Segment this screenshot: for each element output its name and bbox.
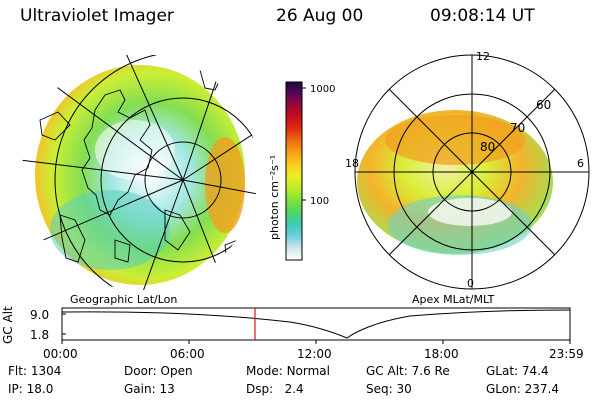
status-glat: GLat: 74.4 bbox=[486, 364, 549, 378]
time-tick-0600: 06:00 bbox=[170, 347, 205, 361]
time-tick-0000: 00:00 bbox=[43, 347, 78, 361]
left-bright-arc bbox=[205, 137, 245, 233]
status-glon: GLon: 237.4 bbox=[486, 382, 559, 396]
right-panel-label: Apex MLat/MLT bbox=[412, 293, 495, 306]
date-label: 26 Aug 00 bbox=[276, 6, 364, 26]
right-grid bbox=[354, 54, 590, 290]
time-tick-2359: 23:59 bbox=[549, 347, 584, 361]
status-dsp: Dsp: 2.4 bbox=[246, 382, 304, 396]
right-dayside-band bbox=[385, 115, 525, 165]
mlat-label-70: 70 bbox=[510, 121, 525, 135]
left-panel-label: Geographic Lat/Lon bbox=[70, 293, 177, 306]
mlt-label-0: 0 bbox=[467, 277, 474, 290]
right-image bbox=[357, 110, 553, 255]
status-flt: Flt: 1304 bbox=[8, 364, 62, 378]
status-seq: Seq: 30 bbox=[366, 382, 412, 396]
status-gain: Gain: 13 bbox=[124, 382, 175, 396]
colorbar-label-100: 100 bbox=[310, 196, 329, 207]
time-tick-1200: 12:00 bbox=[297, 347, 332, 361]
status-gcalt: GC Alt: 7.6 Re bbox=[366, 364, 450, 378]
altitude-axis-label: GC Alt bbox=[1, 306, 15, 344]
status-ip: IP: 18.0 bbox=[8, 382, 54, 396]
alt-label-9: 9.0 bbox=[30, 308, 49, 322]
mlt-label-6: 6 bbox=[577, 157, 584, 170]
colorbar-unit-label: photon cm⁻²s⁻¹ bbox=[268, 155, 281, 240]
right-dark-gap bbox=[428, 198, 512, 226]
mlt-label-12: 12 bbox=[476, 50, 490, 63]
mlat-label-80: 80 bbox=[480, 140, 495, 154]
altitude-curve bbox=[61, 309, 571, 339]
status-door: Door: Open bbox=[124, 364, 193, 378]
colorbar bbox=[285, 81, 303, 261]
mlt-label-18: 18 bbox=[345, 157, 359, 170]
instrument-title: Ultraviolet Imager bbox=[20, 6, 174, 26]
time-label: 09:08:14 UT bbox=[430, 6, 535, 26]
left-grid bbox=[22, 54, 258, 290]
mlat-label-60: 60 bbox=[536, 98, 551, 112]
time-tick-1800: 18:00 bbox=[424, 347, 459, 361]
colorbar-label-1000: 1000 bbox=[310, 84, 335, 95]
alt-label-1.8: 1.8 bbox=[30, 328, 49, 342]
status-mode: Mode: Normal bbox=[246, 364, 330, 378]
